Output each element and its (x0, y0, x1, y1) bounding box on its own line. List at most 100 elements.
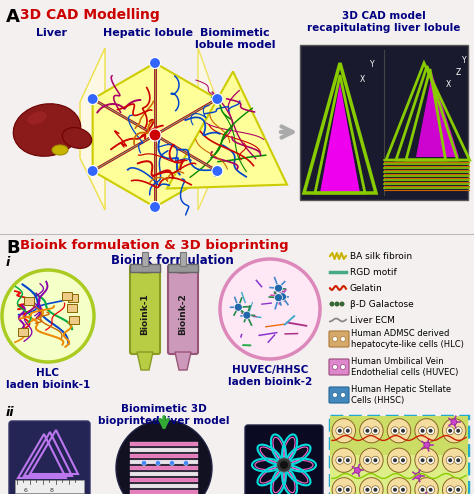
Circle shape (344, 486, 352, 494)
Ellipse shape (360, 478, 383, 494)
Text: Y: Y (462, 56, 466, 65)
Circle shape (451, 419, 457, 425)
Text: Z: Z (456, 68, 461, 77)
Circle shape (399, 456, 407, 464)
Circle shape (427, 486, 435, 494)
Bar (0, 0, 474, 232)
Circle shape (391, 456, 399, 464)
Bar (130, 264, 160, 272)
Circle shape (116, 420, 212, 494)
Ellipse shape (415, 478, 438, 494)
Circle shape (340, 365, 346, 370)
Circle shape (87, 165, 98, 176)
Ellipse shape (13, 104, 81, 156)
Text: Gelatin: Gelatin (350, 284, 383, 292)
Circle shape (234, 303, 242, 311)
Ellipse shape (442, 418, 466, 443)
FancyBboxPatch shape (329, 331, 349, 347)
FancyBboxPatch shape (330, 416, 468, 494)
FancyBboxPatch shape (168, 265, 198, 354)
Circle shape (446, 427, 454, 435)
Circle shape (338, 488, 342, 492)
Text: A: A (6, 8, 20, 26)
Bar (130, 472, 198, 476)
Circle shape (372, 486, 379, 494)
Circle shape (338, 458, 342, 462)
Bar (168, 264, 198, 272)
Circle shape (374, 488, 377, 492)
Text: Liver ECM: Liver ECM (350, 316, 395, 325)
Circle shape (415, 473, 421, 479)
Circle shape (428, 458, 433, 462)
Circle shape (329, 301, 335, 306)
Circle shape (344, 427, 352, 435)
Circle shape (428, 488, 433, 492)
Text: 8: 8 (50, 488, 54, 493)
Text: 3D CAD model
recapitulating liver lobule: 3D CAD model recapitulating liver lobule (307, 11, 461, 33)
Circle shape (149, 202, 161, 212)
Circle shape (446, 486, 454, 494)
Circle shape (338, 429, 342, 433)
Circle shape (365, 488, 369, 492)
Text: Hepatic lobule: Hepatic lobule (103, 28, 193, 38)
Text: Biomimetic 3D
bioprinted liver model: Biomimetic 3D bioprinted liver model (98, 404, 230, 426)
Circle shape (340, 393, 346, 398)
Circle shape (212, 165, 223, 176)
Bar (130, 460, 198, 464)
Circle shape (274, 293, 283, 302)
Text: Human ADMSC derived
hepatocyte-like cells (HLC): Human ADMSC derived hepatocyte-like cell… (351, 329, 464, 349)
FancyBboxPatch shape (329, 359, 349, 375)
Circle shape (424, 442, 430, 448)
Bar (180, 252, 186, 266)
Polygon shape (198, 48, 222, 210)
Circle shape (420, 488, 425, 492)
Polygon shape (320, 83, 360, 193)
Circle shape (155, 460, 161, 465)
Circle shape (170, 460, 174, 465)
Text: X: X (446, 80, 451, 89)
Ellipse shape (360, 448, 383, 472)
Bar (130, 448, 198, 452)
Circle shape (420, 458, 425, 462)
Circle shape (374, 458, 377, 462)
Circle shape (446, 456, 454, 464)
Circle shape (280, 461, 288, 469)
Bar (130, 442, 198, 446)
Bar (130, 490, 198, 494)
Circle shape (427, 427, 435, 435)
Text: Liver: Liver (36, 28, 67, 38)
Text: Bioink-2: Bioink-2 (179, 293, 188, 335)
Polygon shape (167, 72, 287, 189)
Circle shape (336, 486, 344, 494)
Ellipse shape (170, 265, 196, 273)
Circle shape (372, 427, 379, 435)
Circle shape (336, 456, 344, 464)
Circle shape (335, 301, 339, 306)
Circle shape (372, 456, 379, 464)
Bar (15, 480, 84, 493)
FancyBboxPatch shape (9, 421, 90, 494)
Circle shape (427, 456, 435, 464)
Bar (130, 484, 198, 488)
Ellipse shape (387, 478, 411, 494)
Text: i: i (6, 256, 10, 269)
Circle shape (401, 429, 405, 433)
Ellipse shape (415, 448, 438, 472)
Ellipse shape (332, 478, 356, 494)
Circle shape (399, 486, 407, 494)
Circle shape (243, 311, 251, 319)
Ellipse shape (442, 478, 466, 494)
Circle shape (393, 429, 397, 433)
Text: RGD motif: RGD motif (350, 267, 397, 277)
Circle shape (364, 486, 372, 494)
Ellipse shape (387, 418, 411, 443)
Circle shape (456, 458, 460, 462)
Circle shape (365, 429, 369, 433)
Circle shape (332, 336, 337, 341)
Circle shape (365, 458, 369, 462)
Circle shape (340, 336, 346, 341)
Bar (68, 294, 78, 302)
Circle shape (399, 427, 407, 435)
Circle shape (87, 93, 98, 105)
Circle shape (448, 488, 452, 492)
